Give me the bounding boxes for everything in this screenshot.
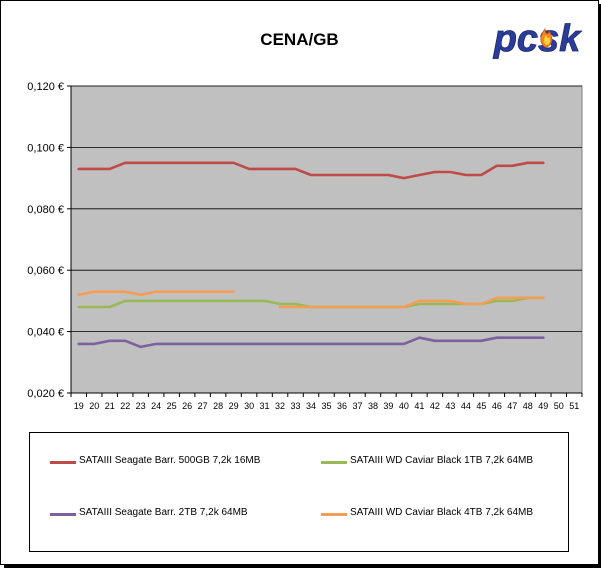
legend: SATAIII Seagate Barr. 500GB 7,2k 16MB SA… bbox=[29, 432, 569, 552]
x-tick-label: 30 bbox=[244, 401, 254, 411]
legend-swatch bbox=[321, 461, 347, 464]
x-tick-label: 39 bbox=[383, 401, 393, 411]
legend-label: SATAIII WD Caviar Black 4TB 7,2k 64MB bbox=[350, 507, 534, 518]
flame-icon bbox=[540, 27, 553, 48]
x-tick-label: 50 bbox=[554, 401, 564, 411]
y-tick-label: 0,020 € bbox=[27, 388, 64, 400]
series-line bbox=[278, 296, 545, 309]
x-tick-label: 19 bbox=[74, 401, 84, 411]
y-tick-label: 0,100 € bbox=[27, 142, 64, 154]
pcsk-logo: pcsk bbox=[492, 18, 582, 59]
y-tick-label: 0,080 € bbox=[27, 204, 64, 216]
x-tick-label: 21 bbox=[105, 401, 115, 411]
chart-title: CENA/GB bbox=[260, 30, 339, 49]
x-tick-label: 34 bbox=[306, 401, 316, 411]
x-tick-label: 27 bbox=[198, 401, 208, 411]
legend-label: SATAIII Seagate Barr. 500GB 7,2k 16MB bbox=[79, 455, 261, 466]
x-tick-label: 40 bbox=[399, 401, 409, 411]
x-tick-label: 26 bbox=[182, 401, 192, 411]
x-tick-label: 42 bbox=[430, 401, 440, 411]
legend-label: SATAIII Seagate Barr. 2TB 7,2k 64MB bbox=[79, 507, 248, 518]
x-tick-label: 20 bbox=[89, 401, 99, 411]
chart-svg: 0,020 € 0,040 € 0,060 € 0,080 € 0,100 € 0,120… bbox=[27, 81, 583, 411]
x-tick-label: 44 bbox=[461, 401, 471, 411]
series-line bbox=[77, 290, 235, 297]
legend-swatch bbox=[50, 461, 76, 464]
y-tick-label: 0,120 € bbox=[27, 81, 64, 93]
legend-label: SATAIII WD Caviar Black 1TB 7,2k 64MB bbox=[350, 455, 534, 466]
x-tick-label: 41 bbox=[414, 401, 424, 411]
legend-swatch bbox=[50, 513, 76, 516]
frame-shadow-right bbox=[598, 4, 601, 567]
x-tick-label: 25 bbox=[167, 401, 177, 411]
x-tick-label: 51 bbox=[569, 401, 579, 411]
x-tick-label: 43 bbox=[445, 401, 455, 411]
plot-area bbox=[70, 85, 583, 394]
x-tick-label: 45 bbox=[476, 401, 486, 411]
x-tick-label: 48 bbox=[523, 401, 533, 411]
x-tick-label: 28 bbox=[213, 401, 223, 411]
x-tick-label: 22 bbox=[120, 401, 130, 411]
x-tick-label: 31 bbox=[260, 401, 270, 411]
legend-swatch bbox=[321, 513, 347, 516]
x-tick-label: 35 bbox=[321, 401, 331, 411]
x-tick-label: 47 bbox=[507, 401, 517, 411]
series-line bbox=[77, 336, 545, 349]
x-tick-label: 49 bbox=[538, 401, 548, 411]
x-tick-label: 29 bbox=[229, 401, 239, 411]
y-tick-label: 0,040 € bbox=[27, 327, 64, 339]
x-tick-label: 33 bbox=[291, 401, 301, 411]
y-tick-label: 0,060 € bbox=[27, 265, 64, 277]
logo-text: pcsk bbox=[493, 18, 582, 59]
x-tick-label: 36 bbox=[337, 401, 347, 411]
x-tick-label: 46 bbox=[492, 401, 502, 411]
x-tick-label: 24 bbox=[151, 401, 161, 411]
frame-shadow-bottom bbox=[4, 564, 601, 568]
series-line bbox=[77, 161, 545, 180]
x-tick-label: 32 bbox=[275, 401, 285, 411]
x-tick-label: 38 bbox=[368, 401, 378, 411]
x-tick-label: 23 bbox=[136, 401, 146, 411]
x-tick-label: 37 bbox=[352, 401, 362, 411]
